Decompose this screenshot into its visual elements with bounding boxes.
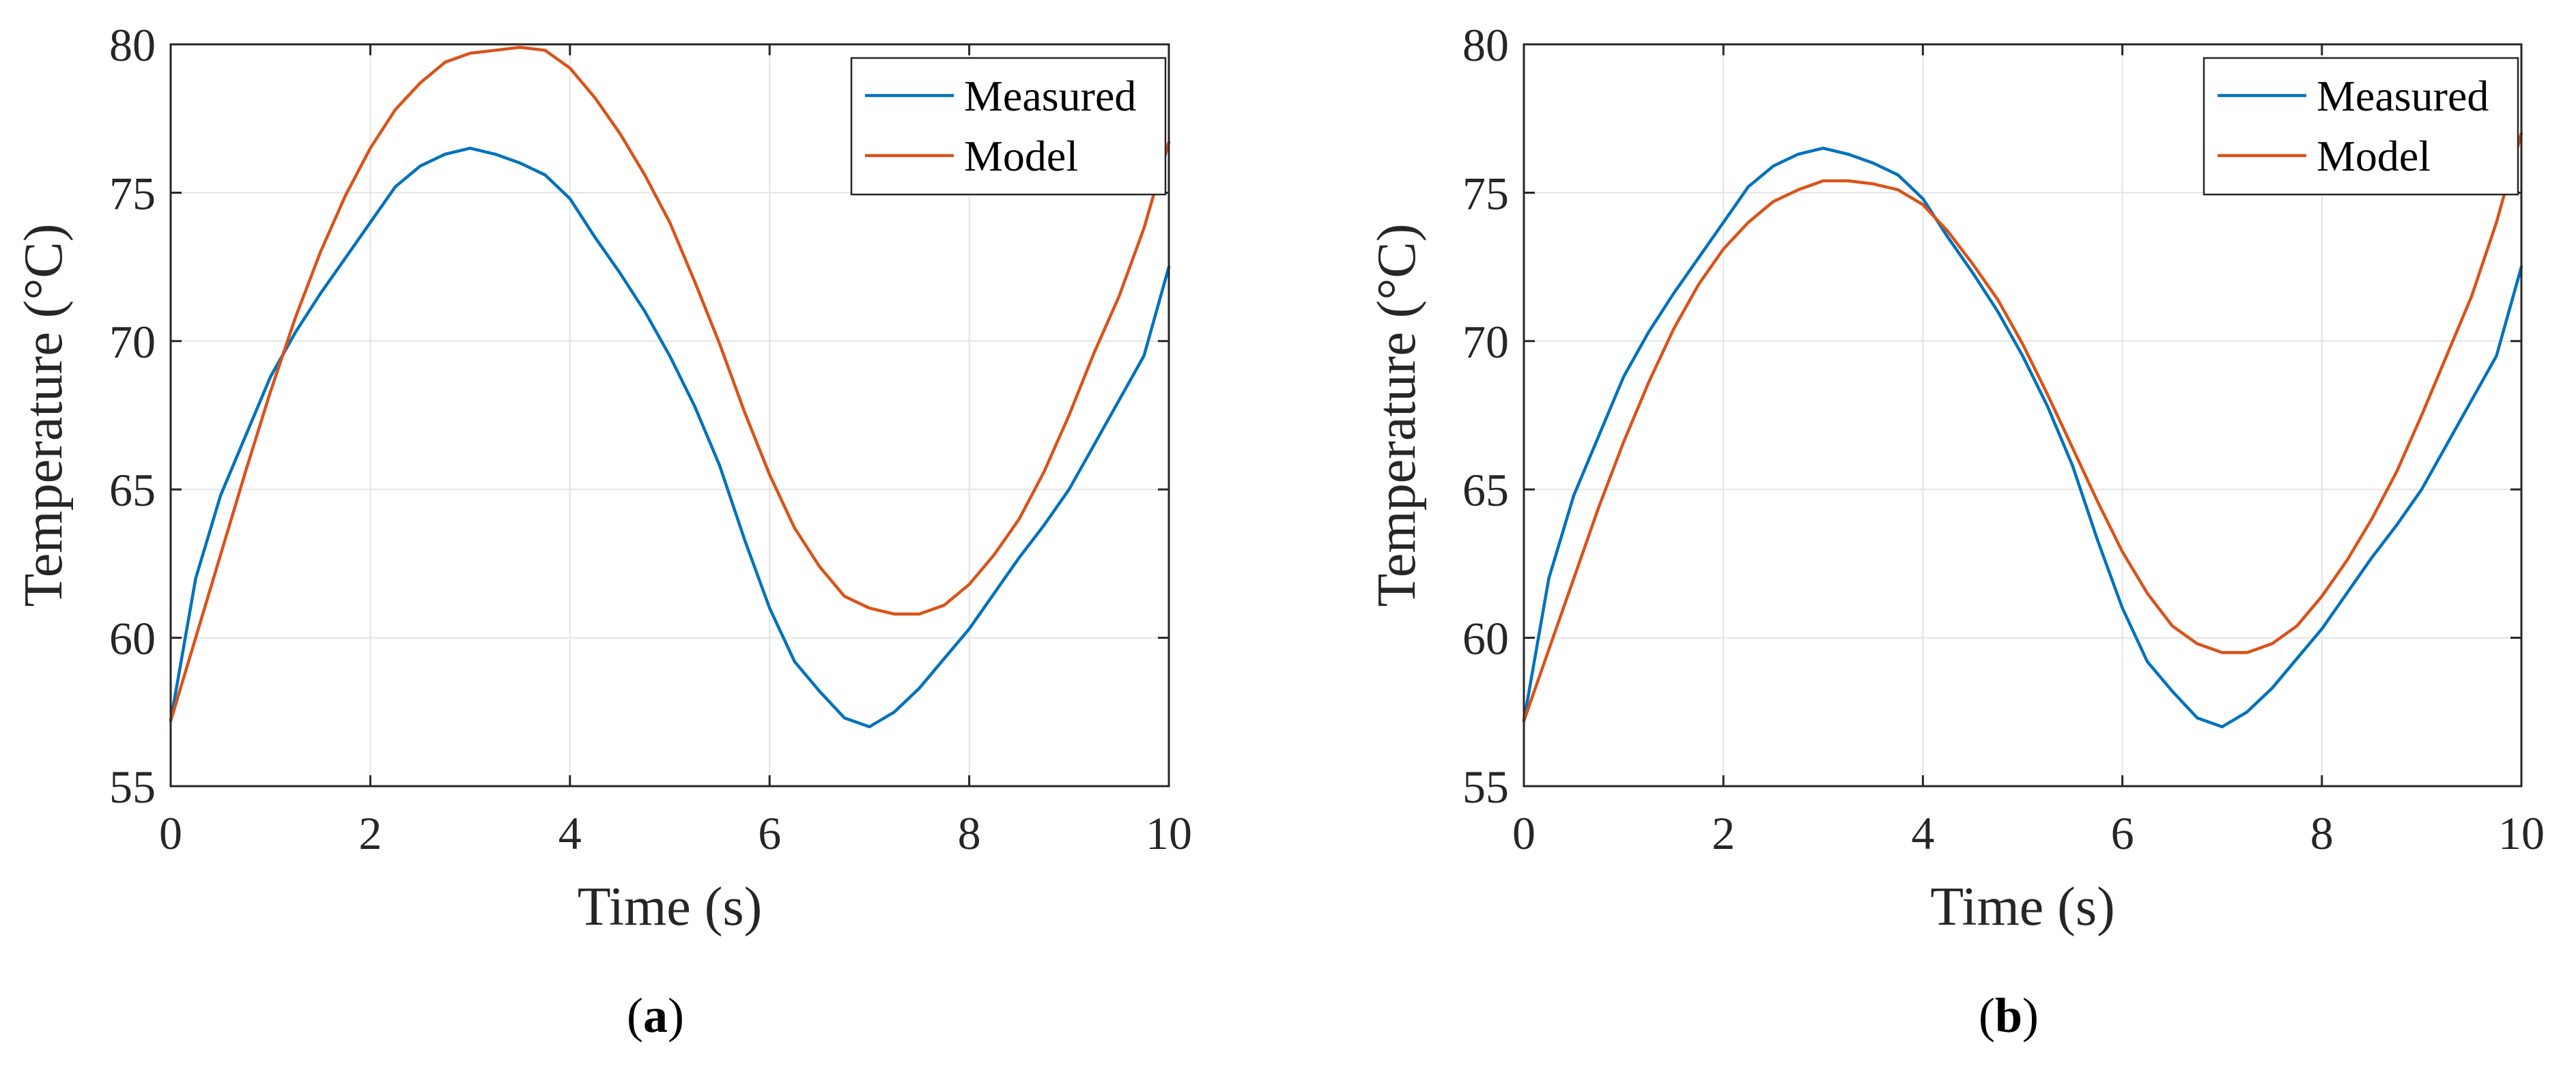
- y-tick-label: 75: [109, 167, 156, 219]
- x-tick-label: 4: [558, 807, 582, 859]
- panel-label-open: (: [627, 988, 643, 1043]
- y-axis-title: Temperature (°C): [1367, 224, 1427, 607]
- panel-label: (a): [627, 988, 684, 1043]
- y-tick-label: 55: [1462, 761, 1509, 813]
- y-tick-label: 60: [1462, 613, 1509, 665]
- y-tick-label: 80: [1462, 19, 1509, 71]
- y-tick-label: 55: [109, 761, 156, 813]
- legend: Measured Model: [850, 57, 1167, 196]
- x-tick-label: 10: [1146, 807, 1192, 859]
- x-axis-title: Time (s): [1930, 877, 2114, 937]
- x-tick-label: 0: [159, 807, 182, 859]
- series-line-model: [169, 46, 1171, 723]
- legend-label-measured: Measured: [964, 72, 1136, 120]
- axes-box: [1523, 43, 2523, 788]
- legend-box: [2203, 57, 2519, 196]
- x-tick-label: 6: [2111, 807, 2134, 859]
- y-tick-label: 80: [109, 19, 156, 71]
- x-tick-label: 0: [1512, 807, 1535, 859]
- x-tick-label: 2: [358, 807, 382, 859]
- legend-label-model: Model: [964, 132, 1078, 180]
- x-tick-label: 10: [2498, 807, 2545, 859]
- series-line-model: [1522, 132, 2523, 723]
- x-tick-label: 6: [758, 807, 781, 859]
- legend-label-measured: Measured: [2317, 72, 2489, 120]
- x-axis-title: Time (s): [578, 877, 762, 937]
- panel-label: (b): [1979, 988, 2039, 1043]
- series-line-measured: [1522, 146, 2523, 729]
- panel-label-close: ): [668, 988, 684, 1043]
- x-tick-label: 2: [1712, 807, 1735, 859]
- y-tick-label: 65: [109, 464, 156, 516]
- x-tick-label: 8: [958, 807, 981, 859]
- y-tick-label: 60: [109, 613, 156, 665]
- x-tick-label: 4: [1911, 807, 1934, 859]
- panel-label-open: (: [1979, 988, 1995, 1043]
- y-tick-label: 75: [1462, 167, 1509, 219]
- y-tick-label: 70: [1462, 316, 1509, 368]
- panel-label-letter: b: [1995, 988, 2022, 1043]
- y-axis-title: Temperature (°C): [14, 224, 74, 607]
- chart-panel-a: 0 2 4 6 8 10 55 60 65 70 75 80 Time (s) Temperature (…: [14, 19, 1192, 1043]
- series-line-measured: [169, 146, 1171, 729]
- chart-panel-b: 0 2 4 6 8 10 55 60 65 70 75 80 Time (s) Temperature (…: [1367, 19, 2545, 1043]
- legend-box: [850, 57, 1167, 196]
- panel-label-close: ): [2022, 988, 2039, 1043]
- legend: Measured Model: [2203, 57, 2519, 196]
- axes-box: [169, 43, 1170, 788]
- y-tick-label: 65: [1462, 464, 1509, 516]
- legend-label-model: Model: [2317, 132, 2431, 180]
- y-tick-label: 70: [109, 316, 156, 368]
- x-tick-label: 8: [2310, 807, 2334, 859]
- panel-label-letter: a: [643, 988, 668, 1043]
